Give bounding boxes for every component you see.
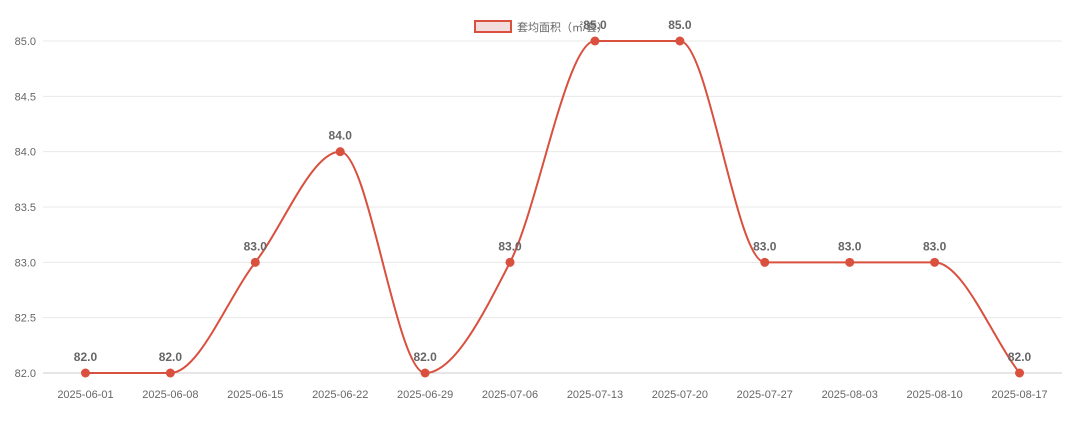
data-point[interactable]	[335, 147, 345, 157]
data-point[interactable]	[80, 368, 90, 378]
y-tick-label: 83.5	[15, 202, 36, 214]
x-tick-label: 2025-06-29	[397, 389, 453, 401]
x-tick-label: 2025-08-10	[906, 389, 962, 401]
data-point[interactable]	[1015, 368, 1025, 378]
x-tick-label: 2025-06-22	[312, 389, 368, 401]
data-label: 83.0	[244, 239, 268, 253]
data-point[interactable]	[505, 257, 515, 267]
data-label: 84.0	[329, 129, 353, 143]
data-point[interactable]	[675, 36, 685, 46]
x-tick-label: 2025-07-06	[482, 389, 538, 401]
y-axis-tick-labels: 82.0 82.5 83.0 83.5 84.0 84.5 85.0	[15, 36, 36, 380]
y-tick-label: 84.0	[15, 147, 36, 159]
data-label: 82.0	[74, 350, 98, 364]
grid-lines	[43, 40, 1062, 374]
legend[interactable]: 套均面积（㎡/套）	[474, 20, 608, 34]
x-tick-label: 2025-08-17	[991, 389, 1047, 401]
data-point[interactable]	[590, 36, 600, 46]
data-labels: 82.0 82.0 83.0 84.0 82.0 83.0 85.0 85.0 83.0 83.0…	[74, 18, 1032, 364]
data-label: 83.0	[498, 239, 522, 253]
y-tick-label: 82.5	[15, 313, 36, 325]
x-tick-label: 2025-06-15	[227, 389, 283, 401]
data-label: 85.0	[668, 18, 692, 32]
y-tick-label: 83.0	[15, 257, 36, 269]
y-tick-label: 84.5	[15, 91, 36, 103]
data-points	[80, 36, 1025, 378]
legend-label[interactable]: 套均面积（㎡/套）	[517, 21, 608, 34]
data-point[interactable]	[930, 257, 940, 267]
data-point[interactable]	[250, 257, 260, 267]
legend-swatch[interactable]	[474, 20, 512, 33]
y-tick-label: 82.0	[15, 368, 36, 380]
data-label: 82.0	[1008, 350, 1032, 364]
x-tick-label: 2025-07-27	[737, 389, 793, 401]
data-label: 83.0	[923, 239, 947, 253]
data-point[interactable]	[760, 257, 770, 267]
data-label: 85.0	[583, 18, 607, 32]
data-point[interactable]	[845, 257, 855, 267]
x-tick-label: 2025-07-13	[567, 389, 623, 401]
data-label: 83.0	[753, 239, 777, 253]
data-label: 83.0	[838, 239, 862, 253]
y-tick-label: 85.0	[15, 36, 36, 48]
x-axis-tick-labels: 2025-06-01 2025-06-08 2025-06-15 2025-06-22…	[57, 389, 1047, 401]
data-point[interactable]	[420, 368, 430, 378]
data-label: 82.0	[413, 350, 437, 364]
data-label: 82.0	[159, 350, 183, 364]
x-tick-label: 2025-07-20	[652, 389, 708, 401]
data-point[interactable]	[165, 368, 175, 378]
x-tick-label: 2025-06-08	[142, 389, 198, 401]
x-tick-label: 2025-06-01	[57, 389, 113, 401]
x-tick-label: 2025-08-03	[822, 389, 878, 401]
